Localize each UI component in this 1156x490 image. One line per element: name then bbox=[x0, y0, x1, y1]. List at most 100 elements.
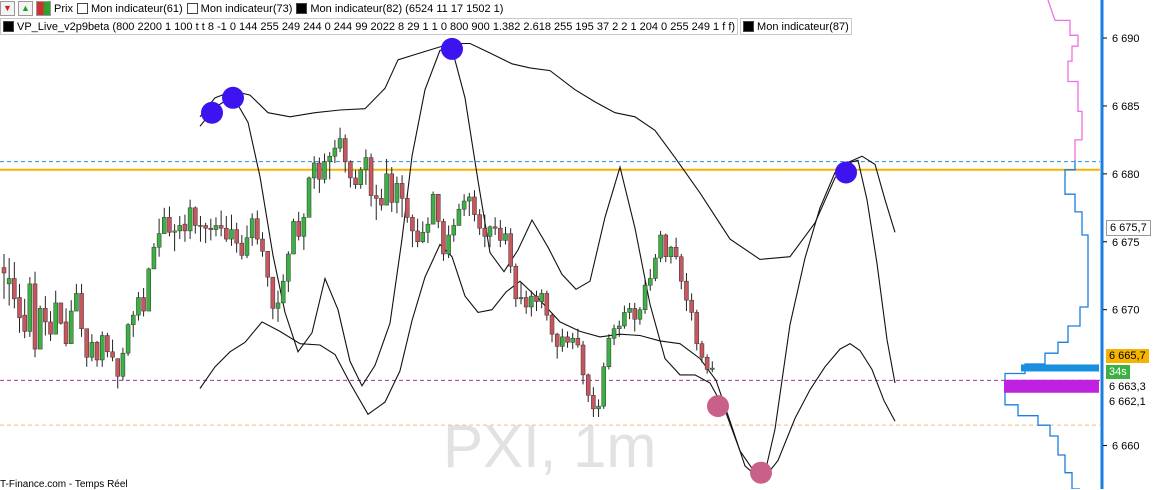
price-tick-label-4: 6 685 bbox=[1112, 101, 1140, 113]
candle-body-123 bbox=[637, 309, 643, 320]
top-signal-marker-2 bbox=[441, 37, 463, 60]
candle-body-23 bbox=[120, 352, 126, 377]
candle-body-55 bbox=[286, 253, 291, 282]
candle-body-50 bbox=[260, 238, 265, 252]
candle-body-78 bbox=[405, 198, 410, 218]
candle-body-28 bbox=[146, 268, 152, 312]
candle-body-9 bbox=[48, 321, 53, 335]
candle-body-131 bbox=[679, 256, 684, 282]
candle-body-105 bbox=[544, 293, 550, 316]
arrow-down-red-icon[interactable]: ▼ bbox=[0, 1, 15, 16]
candle-body-37 bbox=[193, 207, 198, 226]
candle-body-63 bbox=[327, 155, 332, 162]
price-tag-timer: 34s bbox=[1106, 365, 1130, 379]
candle-body-88 bbox=[456, 208, 462, 226]
candle-body-67 bbox=[348, 161, 353, 179]
arrow-up-green-icon[interactable]: ▲ bbox=[18, 1, 33, 16]
candle-body-57 bbox=[296, 221, 301, 237]
profile-bar-magenta bbox=[1004, 379, 1099, 393]
checkbox-icon[interactable] bbox=[76, 3, 88, 14]
candle-body-93 bbox=[482, 227, 488, 237]
candle-body-60 bbox=[311, 162, 317, 179]
profile-pink-line bbox=[1047, 0, 1083, 161]
candle-body-134 bbox=[694, 312, 700, 344]
candle-body-71 bbox=[368, 157, 374, 196]
price-tag-level1: 6 663,3 bbox=[1106, 380, 1149, 394]
checkbox-icon[interactable] bbox=[186, 3, 198, 14]
price-tick-label-3: 6 680 bbox=[1112, 169, 1140, 181]
candle-body-3 bbox=[17, 297, 22, 319]
candle-icon[interactable] bbox=[36, 1, 51, 16]
candle-body-136 bbox=[704, 356, 710, 370]
candle-body-0 bbox=[1, 267, 7, 274]
candle-body-95 bbox=[492, 226, 498, 229]
candle-body-26 bbox=[136, 297, 141, 316]
price-axis: 6 660 6 670 6 675 6 680 6 685 6 690 bbox=[1103, 33, 1140, 453]
candle-body-44 bbox=[229, 229, 234, 240]
candle-body-17 bbox=[89, 342, 95, 358]
candle-body-48 bbox=[249, 218, 255, 238]
candle-body-126 bbox=[653, 257, 658, 279]
candle-body-87 bbox=[451, 225, 457, 236]
candle-body-77 bbox=[399, 183, 405, 199]
checkbox-filled-icon[interactable] bbox=[743, 21, 755, 32]
candle-body-16 bbox=[84, 328, 89, 358]
candle-body-15 bbox=[79, 293, 84, 329]
candle-body-82 bbox=[425, 223, 431, 233]
candle-body-94 bbox=[487, 226, 493, 237]
checkbox-filled-icon[interactable] bbox=[296, 3, 308, 14]
candle-body-12 bbox=[63, 321, 69, 344]
candle-body-124 bbox=[642, 285, 648, 310]
candle-body-85 bbox=[441, 221, 446, 255]
top-signal-marker-0 bbox=[201, 101, 223, 124]
candle-body-54 bbox=[280, 280, 286, 304]
indicator-82[interactable]: Mon indicateur(82) (6524 11 17 1502 1) bbox=[296, 3, 503, 15]
candle-body-19 bbox=[99, 335, 105, 361]
candle-body-89 bbox=[461, 200, 467, 210]
horizontal-levels bbox=[0, 161, 1100, 426]
candle-body-2 bbox=[12, 278, 17, 300]
candle-body-90 bbox=[467, 196, 472, 202]
candle-body-61 bbox=[317, 162, 322, 180]
prix-label[interactable]: Prix bbox=[54, 2, 73, 15]
candle-body-133 bbox=[689, 299, 694, 313]
candle-body-115 bbox=[596, 405, 601, 410]
candle-body-43 bbox=[224, 227, 229, 240]
vp-live-indicator[interactable]: VP_Live_v2p9beta (800 2200 1 100 t t 8 -… bbox=[0, 18, 739, 35]
candle-body-56 bbox=[291, 221, 296, 255]
price-tick-label-5: 6 690 bbox=[1112, 33, 1140, 45]
candle-body-51 bbox=[265, 251, 270, 278]
candle-body-69 bbox=[358, 169, 363, 185]
candle-body-52 bbox=[270, 276, 276, 309]
candle-body-121 bbox=[627, 308, 632, 313]
candle-body-97 bbox=[503, 233, 508, 241]
candle-body-129 bbox=[668, 246, 674, 257]
candle-body-117 bbox=[606, 337, 612, 368]
candle-body-91 bbox=[472, 196, 477, 215]
candle-body-92 bbox=[477, 214, 482, 229]
candle-body-127 bbox=[658, 234, 663, 259]
indicator-61[interactable]: Mon indicateur(61) bbox=[76, 3, 183, 15]
indicator-73[interactable]: Mon indicateur(73) bbox=[186, 3, 292, 15]
candle-body-98 bbox=[508, 233, 513, 267]
checkbox-filled-icon[interactable] bbox=[3, 21, 14, 32]
candle-body-59 bbox=[306, 177, 312, 218]
candle-body-102 bbox=[529, 295, 534, 308]
candle-body-4 bbox=[22, 314, 27, 332]
top-signal-marker-3 bbox=[835, 161, 857, 184]
candle-body-49 bbox=[255, 218, 260, 240]
symbol-watermark: PXI, 1m bbox=[443, 413, 657, 480]
indicator-87[interactable]: Mon indicateur(87) bbox=[740, 18, 852, 35]
candle-body-104 bbox=[539, 293, 544, 302]
candle-body-5 bbox=[27, 283, 33, 332]
data-source-footer: T-Finance.com - Temps Réel bbox=[0, 479, 128, 490]
candle-body-112 bbox=[580, 344, 586, 376]
candle-body-20 bbox=[105, 335, 110, 353]
candle-body-113 bbox=[585, 374, 591, 396]
candle-body-40 bbox=[208, 227, 214, 230]
candle-body-116 bbox=[601, 366, 606, 407]
candle-body-74 bbox=[384, 173, 389, 206]
candle-body-114 bbox=[591, 395, 596, 410]
candle-body-128 bbox=[663, 234, 669, 257]
